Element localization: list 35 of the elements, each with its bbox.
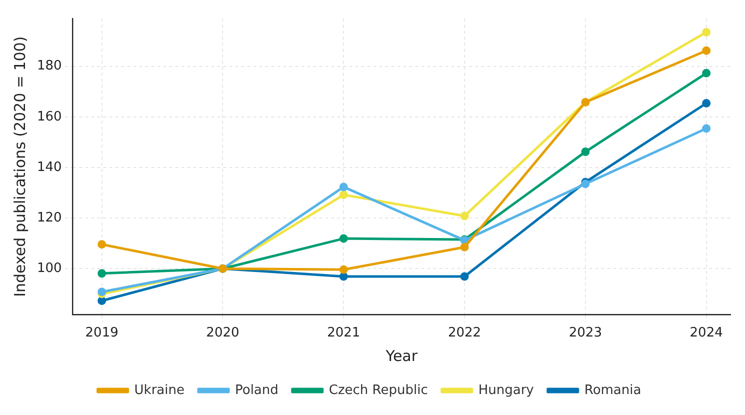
legend-label: Hungary: [478, 382, 534, 398]
x-axis-title: Year: [384, 346, 418, 365]
x-tick-label: 2019: [85, 326, 118, 341]
point: [460, 242, 469, 252]
x-tick-label: 2024: [690, 326, 723, 341]
point: [339, 272, 348, 281]
point: [460, 212, 469, 220]
point: [702, 124, 711, 133]
x-tick-label: 2020: [206, 326, 240, 341]
y-tick-label: 180: [36, 58, 62, 74]
point: [702, 68, 711, 78]
point: [702, 28, 711, 36]
x-tick-label: 2023: [568, 326, 602, 341]
point: [339, 182, 348, 192]
point: [460, 272, 469, 281]
y-tick-label: 100: [36, 261, 62, 276]
x-tick-label: 2022: [448, 326, 482, 341]
legend-label: Poland: [234, 382, 278, 398]
legend-label: Ukraine: [134, 382, 184, 398]
point: [702, 46, 711, 55]
y-axis-title: Indexed publications (2020 = 100): [10, 36, 29, 297]
point: [98, 240, 106, 249]
y-tick-label: 160: [36, 109, 62, 124]
x-tick-label: 2021: [327, 326, 360, 341]
point: [98, 296, 106, 305]
y-tick-label: 140: [36, 160, 62, 175]
legend-label: Romania: [584, 382, 642, 398]
point: [339, 190, 348, 200]
point: [581, 148, 590, 156]
point: [339, 265, 348, 274]
legend-label: Czech Republic: [328, 382, 428, 398]
point: [98, 269, 106, 278]
point: [339, 234, 348, 243]
point: [702, 99, 711, 108]
y-tick-label: 120: [36, 210, 62, 226]
